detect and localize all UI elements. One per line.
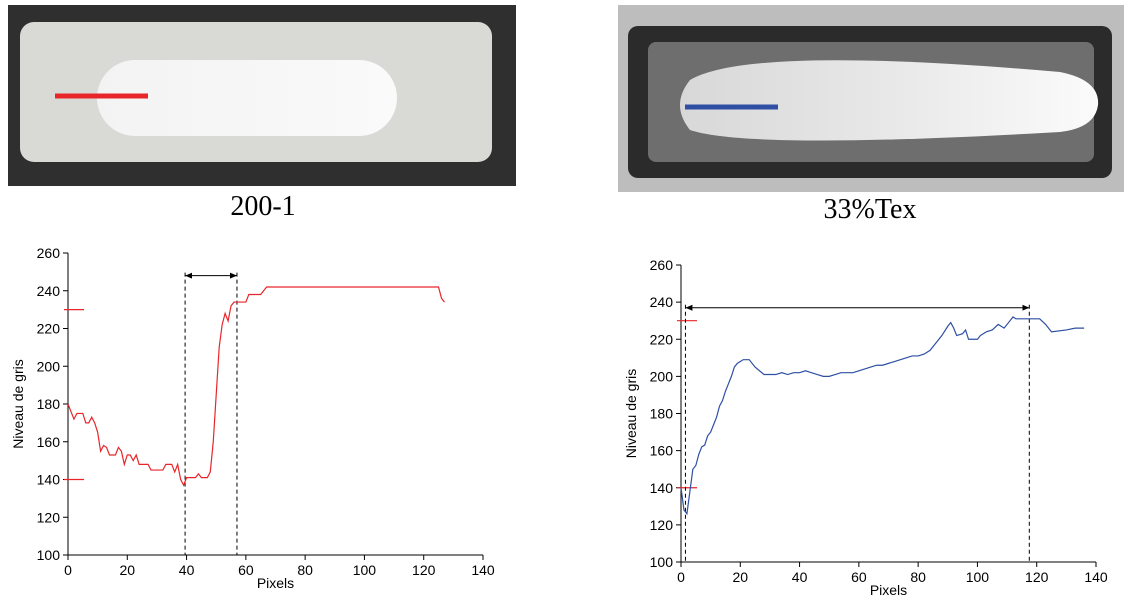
y-tick-label: 120 bbox=[37, 509, 61, 525]
y-axis-label: Niveau de gris bbox=[10, 359, 26, 449]
y-tick-label: 140 bbox=[650, 480, 674, 496]
y-tick-label: 100 bbox=[37, 547, 61, 563]
x-tick-label: 120 bbox=[1025, 569, 1049, 585]
y-axis-label: Niveau de gris bbox=[623, 369, 639, 459]
x-tick-label: 60 bbox=[238, 562, 254, 578]
x-axis-label: Pixels bbox=[257, 575, 294, 591]
x-tick-label: 100 bbox=[353, 562, 377, 578]
x-tick-label: 140 bbox=[1084, 569, 1108, 585]
x-tick-label: 80 bbox=[297, 562, 313, 578]
y-tick-label: 160 bbox=[650, 443, 674, 459]
y-tick-label: 220 bbox=[37, 321, 61, 337]
caption: 200-1 bbox=[230, 191, 295, 222]
x-tick-label: 80 bbox=[910, 569, 926, 585]
x-tick-label: 20 bbox=[732, 569, 748, 585]
y-tick-label: 220 bbox=[650, 331, 674, 347]
y-tick-label: 100 bbox=[650, 554, 674, 570]
x-tick-label: 0 bbox=[64, 562, 72, 578]
x-axis-label: Pixels bbox=[870, 582, 907, 598]
x-tick-label: 40 bbox=[792, 569, 808, 585]
x-tick-label: 0 bbox=[677, 569, 685, 585]
y-tick-label: 200 bbox=[37, 358, 61, 374]
photo-left bbox=[8, 5, 516, 186]
x-tick-label: 60 bbox=[851, 569, 867, 585]
y-tick-label: 260 bbox=[37, 245, 61, 261]
x-tick-label: 100 bbox=[966, 569, 990, 585]
x-tick-label: 140 bbox=[471, 562, 495, 578]
y-tick-label: 120 bbox=[650, 517, 674, 533]
x-tick-label: 40 bbox=[179, 562, 195, 578]
caption: 33%Tex bbox=[824, 194, 917, 225]
y-tick-label: 160 bbox=[37, 434, 61, 450]
x-tick-label: 20 bbox=[119, 562, 135, 578]
y-tick-label: 260 bbox=[650, 257, 674, 273]
y-tick-label: 200 bbox=[650, 368, 674, 384]
y-tick-label: 240 bbox=[650, 294, 674, 310]
data-line bbox=[680, 316, 1085, 516]
y-tick-label: 180 bbox=[37, 396, 61, 412]
y-tick-label: 140 bbox=[37, 472, 61, 488]
photo-right bbox=[618, 5, 1124, 192]
x-tick-label: 120 bbox=[412, 562, 436, 578]
y-tick-label: 180 bbox=[650, 406, 674, 422]
y-tick-label: 240 bbox=[37, 283, 61, 299]
data-line bbox=[67, 286, 445, 487]
